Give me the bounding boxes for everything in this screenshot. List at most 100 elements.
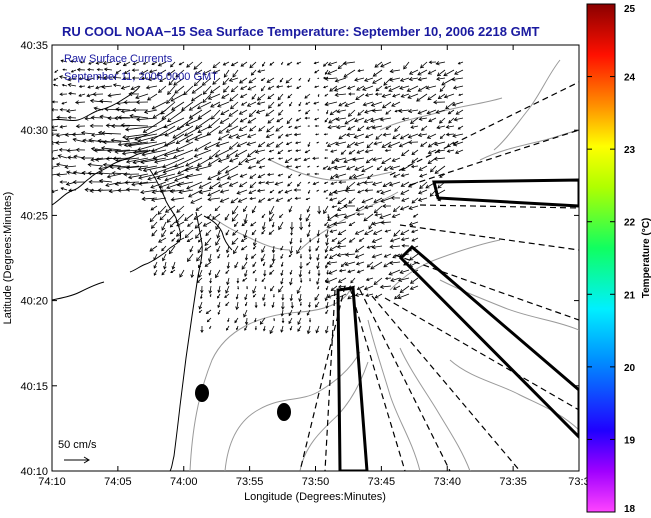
current-vector [263,301,266,307]
current-vector [365,157,374,164]
current-vector [437,197,446,202]
current-vector [209,325,212,330]
current-vector [244,301,248,307]
current-vector [316,141,320,144]
current-vector [326,141,338,148]
current-vector [87,67,95,72]
current-vector [419,181,428,189]
current-vector [371,253,383,259]
current-vector [236,189,248,195]
current-vector [243,229,248,239]
current-vector [401,117,410,121]
current-vector [230,61,239,67]
current-vector [308,317,312,323]
current-vector [374,293,383,299]
current-vector [257,69,266,74]
current-vector [252,285,257,294]
current-vector [98,178,113,184]
current-vector [271,301,275,309]
current-vector [337,197,347,205]
current-vector [306,325,311,335]
current-vector [205,309,212,315]
current-vector [293,125,302,130]
current-vector [327,165,338,171]
current-vector [161,221,167,231]
current-vector [226,277,230,286]
current-vector [243,309,248,318]
current-vector [239,173,248,178]
current-vector [120,85,131,90]
current-vector [337,237,347,245]
current-vector [207,213,212,219]
current-vector [371,221,383,226]
current-vector [170,269,176,274]
current-vector [179,269,185,278]
current-vector [418,165,428,171]
current-vector [296,285,302,294]
current-vector [394,125,401,132]
current-vector [284,157,293,163]
current-vector [205,229,212,237]
current-vector [394,293,401,300]
current-vector [427,93,437,101]
current-vector [372,229,383,235]
current-vector [434,141,446,146]
current-vector [389,260,401,265]
current-vector [286,61,293,66]
current-vector [393,173,401,178]
current-vector [225,269,230,274]
current-vector [222,77,230,86]
current-vector [255,157,266,164]
current-vector [70,60,77,63]
current-vector [344,101,356,107]
current-vector [275,197,284,202]
current-vector [356,212,365,217]
current-vector [125,157,149,164]
current-vector [417,85,428,92]
current-vector [163,117,185,129]
current-vector [75,147,86,153]
current-vector [208,285,213,294]
current-vector [260,77,266,81]
current-vector [314,124,320,128]
current-vector [250,253,257,259]
current-vector [454,69,464,75]
current-vector [261,221,266,231]
current-vector [324,293,329,302]
current-vector [277,149,284,155]
current-vector [67,77,77,82]
current-vector [276,85,284,89]
current-vector [56,115,68,120]
current-vector [52,149,59,154]
current-vector [389,165,401,171]
current-vector [52,125,59,129]
current-vector [128,91,140,97]
current-vector [59,180,68,184]
current-vector [166,213,176,223]
current-vector [388,269,401,276]
x-axis-ticks: 74:10 74:05 74:00 73:55 73:50 73:45 73:40 73:35… [38,45,590,488]
current-vector [203,141,221,150]
current-vector [149,213,158,223]
current-vector [102,139,122,145]
current-vector [52,83,59,87]
current-vector [252,293,257,298]
current-vector [164,205,176,213]
current-vector [235,301,240,311]
current-vector [157,205,167,215]
current-vector [401,149,410,157]
current-vector [62,68,68,71]
current-vector [276,117,284,123]
current-vector [151,101,167,110]
current-vector [52,157,59,161]
y-tick-label: 40:20 [20,296,48,308]
current-vector [323,133,329,136]
current-vector [262,61,266,67]
current-vector [279,77,284,83]
current-vector [254,149,266,154]
current-vector [233,245,239,255]
current-vector [267,117,275,124]
current-vector [285,77,293,84]
current-vector [390,277,401,282]
current-vector [434,165,446,174]
